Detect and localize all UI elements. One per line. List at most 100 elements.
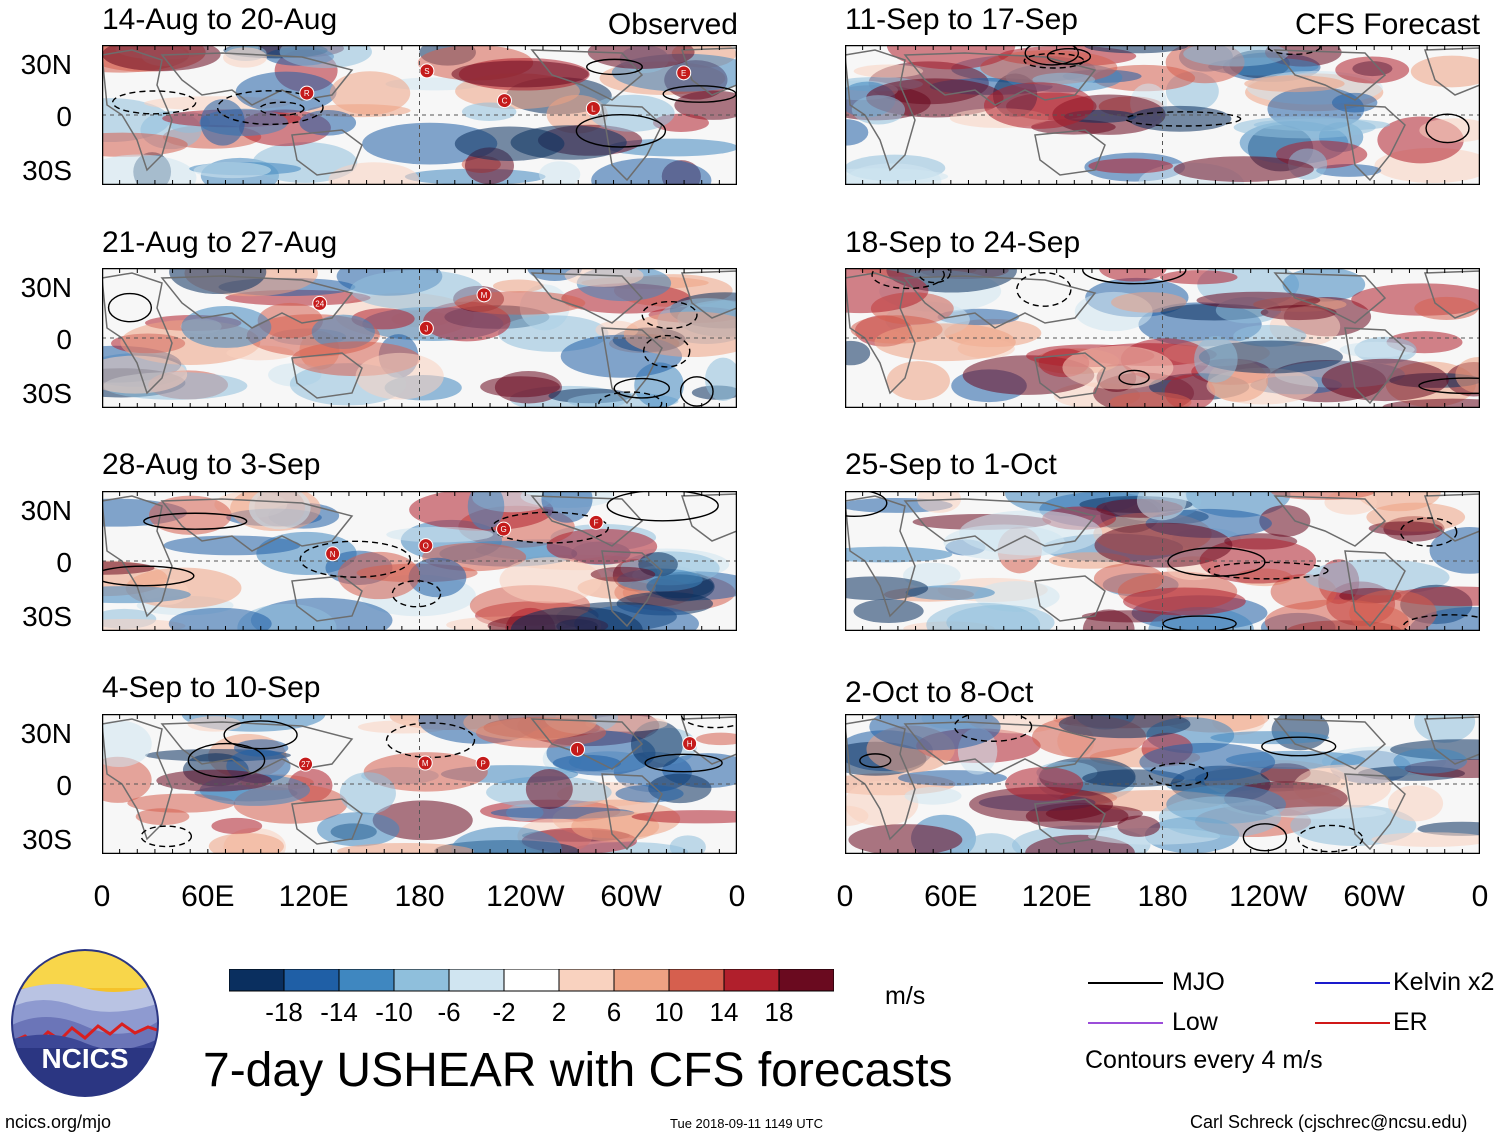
storm-marker: E bbox=[676, 65, 692, 81]
colorbar-segment bbox=[613, 969, 670, 992]
panel-title: 4-Sep to 10-Sep bbox=[102, 671, 321, 704]
map-panel-observed-3: N O G F bbox=[102, 491, 737, 631]
lon-tick-label: 180 bbox=[394, 880, 445, 913]
panel-title: 28-Aug to 3-Sep bbox=[102, 448, 321, 481]
colorbar-segment bbox=[338, 969, 395, 992]
storm-marker: N bbox=[325, 546, 341, 562]
storm-letter: 27 bbox=[301, 760, 310, 769]
storm-marker: M bbox=[476, 287, 492, 303]
map-panel-forecast-1 bbox=[845, 45, 1480, 185]
mjo-contours bbox=[140, 714, 737, 848]
lon-tick-label: 120W bbox=[1229, 880, 1308, 913]
colorbar-segment bbox=[448, 969, 505, 992]
coastlines bbox=[102, 716, 737, 851]
storm-marker: R bbox=[299, 85, 315, 101]
panel-title: 25-Sep to 1-Oct bbox=[845, 448, 1057, 481]
lat-tick-label: 0 bbox=[56, 324, 72, 355]
shear-field bbox=[102, 714, 737, 854]
storm-marker: O bbox=[418, 538, 434, 554]
storm-marker: C bbox=[496, 93, 512, 109]
lon-tick-label: 120E bbox=[278, 880, 349, 913]
colorbar-tick-label: -14 bbox=[320, 997, 358, 1027]
lon-tick-label: 120E bbox=[1021, 880, 1092, 913]
colorbar bbox=[229, 969, 834, 992]
lat-tick-label: 0 bbox=[56, 547, 72, 578]
storm-letter: N bbox=[330, 550, 336, 559]
storm-letter: R bbox=[304, 89, 310, 98]
lon-tick-label: 120W bbox=[486, 880, 565, 913]
coastlines bbox=[845, 493, 1480, 628]
shear-field bbox=[845, 491, 1480, 631]
storm-marker: L bbox=[585, 100, 601, 116]
storm-letter: P bbox=[480, 759, 485, 768]
lon-tick-label: 0 bbox=[93, 880, 111, 913]
footer-url[interactable]: ncics.org/mjo bbox=[5, 1112, 112, 1132]
storm-letter: C bbox=[502, 97, 508, 106]
map-panel-observed-1: R S C L E bbox=[102, 45, 737, 185]
storm-marker: 27 bbox=[298, 756, 314, 772]
storm-marker: P bbox=[475, 755, 491, 771]
lat-tick-label: 30S bbox=[22, 378, 72, 409]
lat-tick-label: 30S bbox=[22, 601, 72, 632]
mjo-contours bbox=[845, 491, 1480, 631]
main-title: 7-day USHEAR with CFS forecasts bbox=[203, 1044, 953, 1097]
panel-title: 11-Sep to 17-Sep bbox=[845, 3, 1078, 36]
lat-tick-label: 30S bbox=[22, 155, 72, 186]
legend-label-kelvin: Kelvin x2 bbox=[1393, 968, 1495, 996]
storm-letter: S bbox=[424, 67, 429, 76]
lat-tick-label: 30N bbox=[20, 49, 72, 80]
storm-marker: M bbox=[417, 755, 433, 771]
lat-tick-label: 30N bbox=[20, 495, 72, 526]
lon-tick-label: 0 bbox=[728, 880, 746, 913]
panel-title: 14-Aug to 20-Aug bbox=[102, 3, 338, 36]
mjo-contours bbox=[859, 714, 1364, 853]
legend-lines bbox=[1088, 982, 1390, 1024]
map-panel-observed-4: 27 M P I H bbox=[102, 714, 737, 854]
colorbar-tick-label: -10 bbox=[375, 997, 413, 1027]
shear-field bbox=[102, 491, 737, 631]
colorbar-tick-label: 2 bbox=[551, 997, 567, 1027]
storm-letter: M bbox=[422, 759, 429, 768]
storm-letter: H bbox=[687, 740, 693, 749]
storm-marker: J bbox=[418, 320, 434, 336]
lon-tick-label: 180 bbox=[1137, 880, 1188, 913]
lon-tick-label: 60E bbox=[924, 880, 978, 913]
map-panel-forecast-3 bbox=[845, 491, 1480, 631]
colorbar-segment bbox=[229, 969, 285, 992]
footer-credit: Carl Schreck (cjschrec@ncsu.edu) bbox=[1190, 1112, 1468, 1132]
mjo-contours bbox=[1023, 45, 1470, 144]
colorbar-tick-label: 18 bbox=[764, 997, 794, 1027]
map-panel-observed-2: 24 J M bbox=[102, 268, 737, 408]
storm-letter: G bbox=[500, 525, 506, 534]
lon-tick-label: 60W bbox=[600, 880, 662, 913]
coastlines bbox=[845, 270, 1480, 405]
forecast-label: CFS Forecast bbox=[1294, 8, 1480, 41]
colorbar-tick-label: 10 bbox=[654, 997, 684, 1027]
colorbar-tick-label: 14 bbox=[709, 997, 739, 1027]
storm-marker: S bbox=[419, 63, 435, 79]
panel-title: 2-Oct to 8-Oct bbox=[845, 676, 1034, 709]
legend-label-low: Low bbox=[1172, 1008, 1218, 1036]
panel-title: 21-Aug to 27-Aug bbox=[102, 226, 338, 259]
colorbar-segment bbox=[778, 969, 834, 992]
lat-tick-label: 30S bbox=[22, 824, 72, 855]
storm-letter: E bbox=[681, 69, 686, 78]
storm-letter: M bbox=[481, 291, 488, 300]
storm-letter: J bbox=[424, 324, 428, 333]
panel-title: 18-Sep to 24-Sep bbox=[845, 226, 1081, 259]
colorbar-segment bbox=[668, 969, 725, 992]
lon-tick-label: 60E bbox=[181, 880, 235, 913]
footer-timestamp: Tue 2018-09-11 1149 UTC bbox=[670, 1116, 823, 1131]
storm-marker: F bbox=[588, 514, 604, 530]
colorbar-units: m/s bbox=[885, 982, 926, 1010]
colorbar-tick-label: -6 bbox=[437, 997, 461, 1027]
lon-tick-label: 60W bbox=[1343, 880, 1405, 913]
storm-letter: F bbox=[594, 518, 599, 527]
coastlines bbox=[102, 493, 737, 628]
lat-tick-label: 0 bbox=[56, 770, 72, 801]
legend-label-er: ER bbox=[1393, 1008, 1428, 1036]
lat-tick-label: 30N bbox=[20, 272, 72, 303]
shear-field bbox=[845, 268, 1480, 408]
coastlines bbox=[102, 270, 737, 405]
colorbar-segment bbox=[558, 969, 615, 992]
